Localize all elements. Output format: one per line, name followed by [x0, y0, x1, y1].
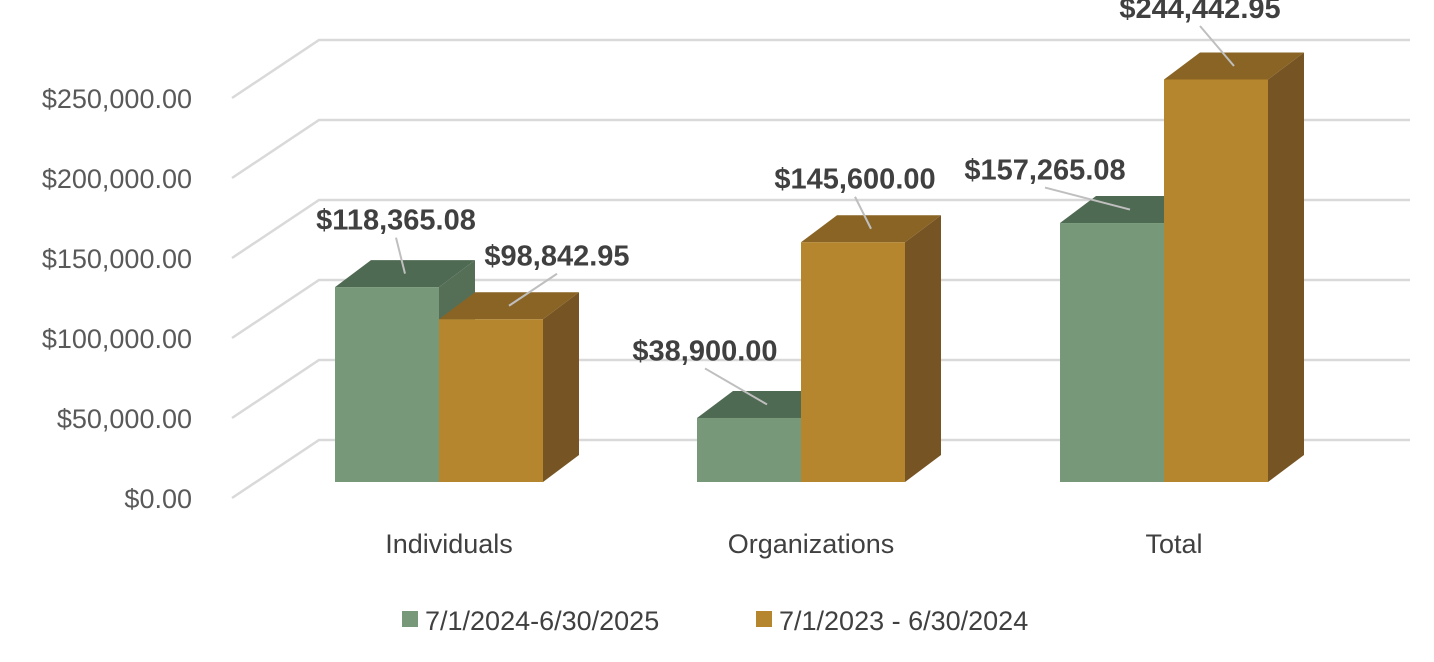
legend-label: 7/1/2023 - 6/30/2024: [779, 606, 1028, 636]
data-label: $98,842.95: [484, 241, 629, 273]
gridline: [231, 38, 1410, 100]
gridline: [231, 278, 1410, 340]
bar-front: [1060, 223, 1164, 482]
bar: [801, 215, 941, 482]
y-tick-label: $100,000.00: [42, 324, 192, 354]
legend-swatch: [402, 611, 418, 627]
legend-swatch: [756, 611, 772, 627]
gridline: [231, 198, 1410, 260]
bar: [1164, 52, 1304, 482]
bar: [439, 292, 579, 482]
gridline: [231, 438, 1410, 500]
x-category-label: Organizations: [728, 529, 895, 559]
y-axis-ticks: $0.00 $50,000.00 $100,000.00 $150,000.00 $20…: [42, 84, 192, 514]
data-label: $118,365.08: [316, 205, 476, 237]
y-tick-label: $250,000.00: [42, 84, 192, 114]
gridline: [231, 358, 1410, 420]
gridline: [231, 118, 1410, 180]
legend-label: 7/1/2024-6/30/2025: [425, 606, 659, 636]
data-label: $145,600.00: [774, 164, 935, 196]
data-label: $38,900.00: [632, 335, 777, 367]
bar-front: [1164, 79, 1268, 482]
x-category-label: Individuals: [385, 529, 513, 559]
legend: 7/1/2024-6/30/2025 7/1/2023 - 6/30/2024: [402, 606, 1028, 636]
bars: [335, 52, 1304, 482]
leader-lines: [395, 25, 1235, 406]
bar-front: [335, 287, 439, 482]
bar-side: [1268, 52, 1304, 482]
x-axis-categories: Individuals Organizations Total: [385, 529, 1202, 559]
bar-front: [801, 242, 905, 482]
data-label: $157,265.08: [964, 155, 1125, 187]
leader-line: [1199, 25, 1235, 67]
data-labels: $118,365.08$98,842.95 $38,900.00 $145,600.…: [316, 0, 1280, 367]
y-tick-label: $200,000.00: [42, 164, 192, 194]
bar-front: [439, 319, 543, 482]
gridlines: [231, 38, 1410, 500]
bar-front: [697, 417, 801, 482]
bar-side: [543, 292, 579, 482]
bar-side: [905, 215, 941, 482]
x-category-label: Total: [1145, 529, 1202, 559]
leader-line: [1044, 186, 1131, 211]
y-tick-label: $150,000.00: [42, 244, 192, 274]
y-tick-label: $50,000.00: [57, 404, 192, 434]
leader-line: [508, 272, 558, 307]
leader-line: [395, 237, 406, 274]
y-tick-label: $0.00: [124, 484, 192, 514]
data-label: $244,442.95: [1119, 0, 1280, 25]
leader-line: [854, 196, 872, 230]
leader-line: [704, 367, 768, 406]
